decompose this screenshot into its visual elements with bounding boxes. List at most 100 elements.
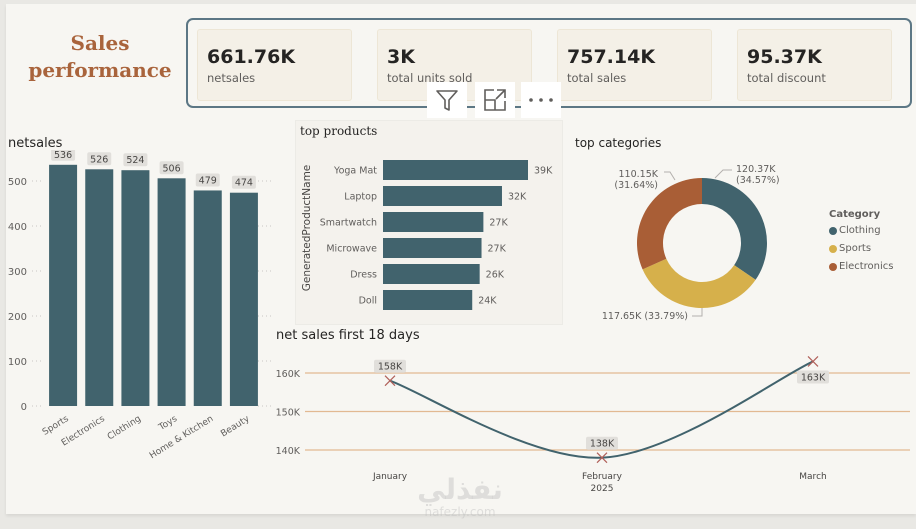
kpi-value: 757.14K <box>567 46 656 68</box>
y-tick-label: Smartwatch <box>320 218 377 229</box>
legend-item-sports[interactable]: Sports <box>829 243 871 254</box>
donut-slice-electronics <box>637 178 702 270</box>
filter-icon <box>436 90 458 111</box>
y-tick-label: 160K <box>276 369 301 380</box>
y-tick-label: 200 <box>8 312 27 323</box>
data-label: 158K <box>378 362 403 373</box>
watermark-latin: nafezly.com <box>424 505 496 519</box>
net-sales-line-chart: 140K 150K 160K 158K January 138K February 2025 1… <box>276 356 910 494</box>
legend-dot <box>829 244 837 253</box>
bar <box>193 190 222 406</box>
x-tick-label: Beauty <box>219 414 252 440</box>
line-chart-title: net sales first 18 days <box>276 328 420 343</box>
kpi-value: 3K <box>387 46 415 68</box>
filter-button[interactable] <box>427 82 467 118</box>
bar <box>383 264 480 284</box>
bar <box>383 290 473 310</box>
y-tick-label: 0 <box>21 402 27 413</box>
watermark-arabic: نفذلي <box>417 473 503 506</box>
data-label: 27K <box>488 244 507 255</box>
y-tick-label: Doll <box>359 296 377 307</box>
data-label: 138K <box>590 439 615 450</box>
y-tick-label: 300 <box>8 267 27 278</box>
x-tick-label: January <box>372 472 408 482</box>
y-tick-label: 150K <box>276 408 301 419</box>
legend-title: Category <box>829 209 881 220</box>
kpi-value: 661.76K <box>207 46 296 68</box>
data-label-bg <box>87 152 112 166</box>
data-label-bg <box>159 161 184 175</box>
data-label-bg <box>195 173 220 187</box>
data-label-bg <box>797 370 829 384</box>
data-label: 32K <box>508 192 527 203</box>
x-tick-label: Home & Kitchen <box>148 414 215 461</box>
data-label: 474 <box>235 178 253 189</box>
data-label: (34.57%) <box>736 175 780 186</box>
data-label: 524 <box>126 155 144 166</box>
focus-mode-button[interactable] <box>475 82 515 118</box>
y-tick-label: 100 <box>8 357 27 368</box>
bar <box>121 170 150 406</box>
y-tick-label: Microwave <box>326 244 377 255</box>
focus-mode-icon <box>484 89 506 111</box>
y-tick-label: Yoga Mat <box>333 166 377 177</box>
data-label: 26K <box>486 270 505 281</box>
title-line-1: Sales <box>70 31 130 55</box>
kpi-card-total-sales[interactable]: 757.14K total sales <box>557 29 712 101</box>
x-tick-label: Sports <box>41 414 71 438</box>
data-label: 110.15K <box>619 169 659 180</box>
kpi-label: total discount <box>747 71 826 85</box>
kpi-card-total-discount[interactable]: 95.37K total discount <box>737 29 892 101</box>
bar <box>383 238 482 258</box>
data-point-marker <box>384 375 396 387</box>
legend-item-clothing[interactable]: Clothing <box>829 225 881 236</box>
bar <box>383 212 484 232</box>
leader-line <box>714 169 732 179</box>
netsales-bar-chart: 0100200300400500536Sports526Electronics5… <box>8 150 272 461</box>
legend-dot <box>829 226 837 235</box>
kpi-label: total sales <box>567 71 627 85</box>
x-tick-label: February <box>582 472 623 482</box>
y-axis-title: GeneratedProductName <box>301 165 313 292</box>
legend-label: Sports <box>839 243 872 254</box>
data-label: 163K <box>801 372 826 383</box>
kpi-card-netsales[interactable]: 661.76K netsales <box>197 29 352 101</box>
y-tick-label: 140K <box>276 446 301 457</box>
y-tick-label: Dress <box>350 270 377 281</box>
bar <box>229 192 258 406</box>
data-label-bg <box>231 175 256 189</box>
bar <box>383 186 502 206</box>
top-products-title: top products <box>300 124 378 138</box>
more-options-button[interactable] <box>521 82 561 118</box>
data-label: 117.65K (33.79%) <box>602 311 688 322</box>
top-categories-title: top categories <box>575 136 662 150</box>
bar <box>49 164 78 406</box>
bar <box>383 160 528 180</box>
bar <box>85 169 114 406</box>
kpi-label: netsales <box>207 71 256 85</box>
page-title: Sales performance <box>20 30 180 84</box>
x-tick-sublabel: 2025 <box>591 484 614 494</box>
kpi-label: total units sold <box>387 71 473 85</box>
data-label: 39K <box>534 166 553 177</box>
data-point-marker <box>596 452 608 464</box>
top-products-bar-chart: GeneratedProductName Yoga Mat 39K Laptop 32K… <box>301 160 553 310</box>
kpi-value: 95.37K <box>747 46 822 68</box>
x-tick-label: Clothing <box>106 414 143 442</box>
data-label: (31.64%) <box>614 180 658 191</box>
data-label: 120.37K <box>736 164 776 175</box>
y-tick-label: 400 <box>8 222 27 233</box>
donut-slice-clothing <box>702 178 767 280</box>
data-label: 536 <box>54 150 72 161</box>
legend-item-electronics[interactable]: Electronics <box>829 261 894 272</box>
data-label-bg <box>51 150 76 161</box>
title-line-2: performance <box>28 58 172 82</box>
data-label-bg <box>374 359 406 373</box>
legend-label: Electronics <box>839 261 894 272</box>
data-label-bg <box>123 153 148 167</box>
leader-line <box>692 308 703 317</box>
leader-line <box>664 171 676 181</box>
top-categories-donut-chart: 120.37K(34.57%) 110.15K(31.64%) 117.65K (3… <box>602 164 780 322</box>
bar <box>157 178 186 406</box>
data-label: 27K <box>489 218 508 229</box>
